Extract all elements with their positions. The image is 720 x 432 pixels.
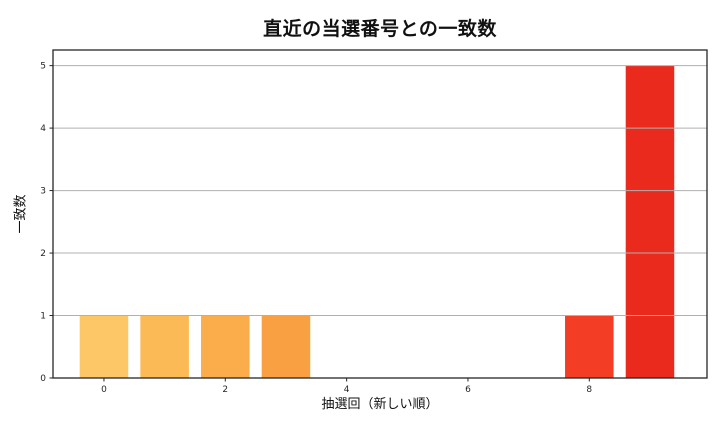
- bar-0: [79, 315, 129, 378]
- x-tick-label-6: 6: [465, 385, 471, 395]
- y-tick-label-2: 2: [40, 249, 46, 259]
- plot-frame: [52, 49, 708, 379]
- bar-3: [261, 315, 311, 378]
- y-tick-label-4: 4: [40, 124, 46, 134]
- bar-2: [201, 315, 250, 378]
- bar-9: [625, 65, 675, 378]
- x-axis-label: 抽選回（新しい順）: [321, 396, 439, 411]
- y-tick-label-0: 0: [40, 374, 46, 384]
- y-tick-label-5: 5: [40, 61, 46, 71]
- chart-title: 直近の当選番号との一致数: [263, 19, 497, 40]
- x-tick-label-2: 2: [222, 385, 228, 395]
- bar-8: [565, 315, 614, 378]
- x-tick-label-8: 8: [586, 385, 592, 395]
- bar-1: [140, 315, 189, 378]
- y-tick-label-1: 1: [40, 311, 46, 321]
- x-tick-label-4: 4: [344, 385, 350, 395]
- y-tick-label-3: 3: [40, 186, 46, 196]
- x-tick-label-0: 0: [101, 385, 107, 395]
- y-axis-label: 一致数: [12, 194, 28, 234]
